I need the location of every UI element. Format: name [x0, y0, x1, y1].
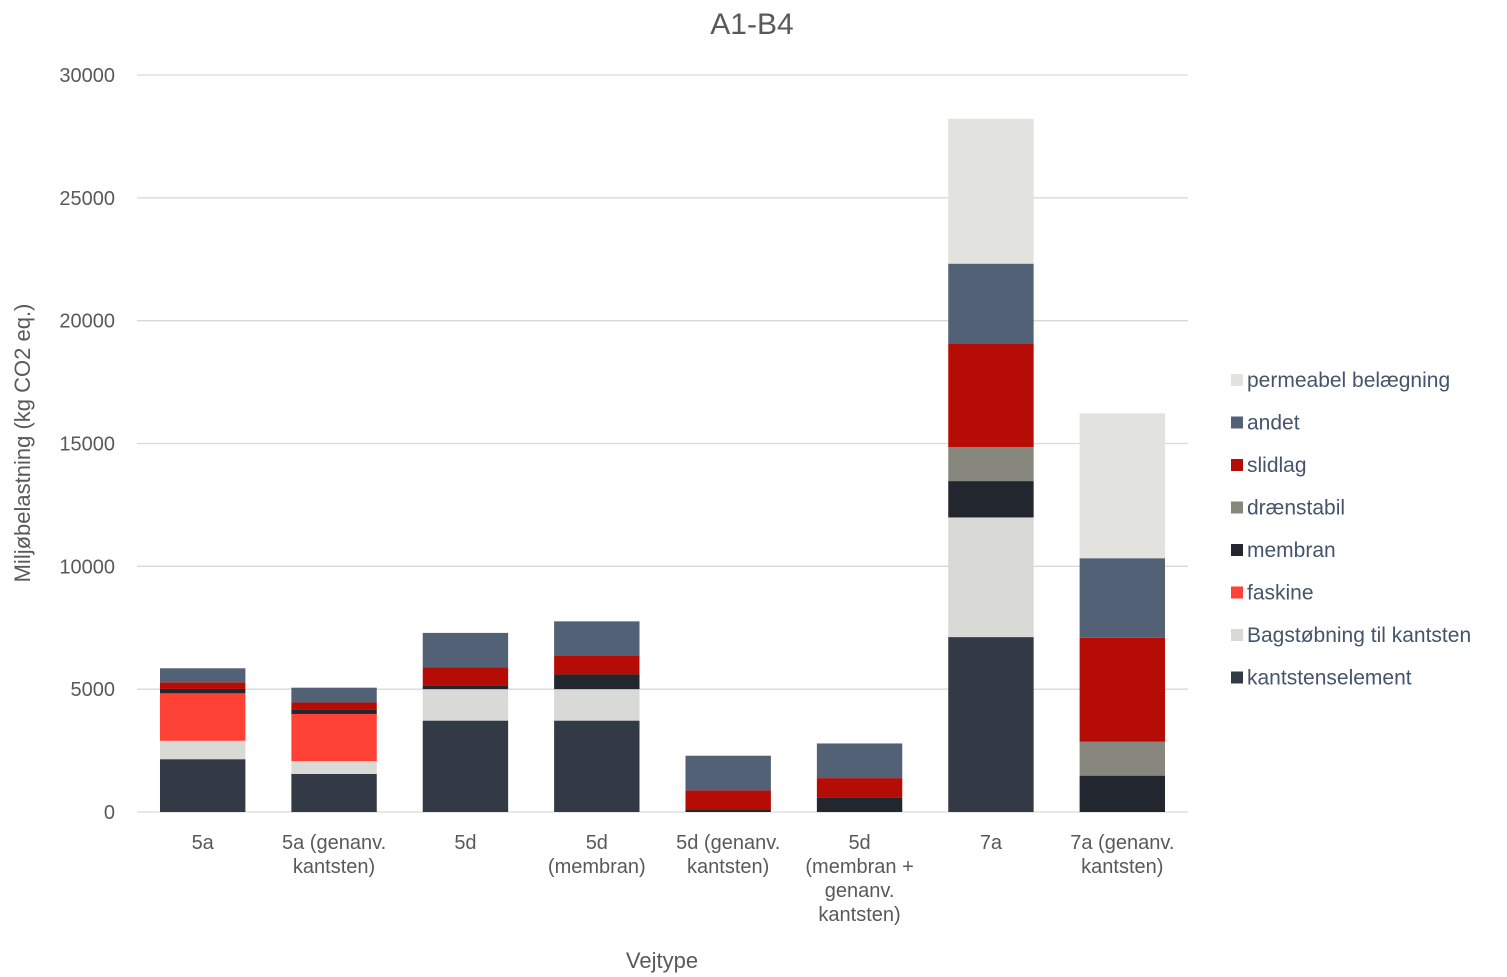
- bar-segment: [159, 668, 246, 683]
- bar-segment: [159, 740, 246, 760]
- legend-item: kantstenselement: [1231, 667, 1412, 690]
- bar-segment: [422, 685, 509, 690]
- x-category-label: 5a: [192, 832, 215, 854]
- bar-segment: [948, 343, 1034, 448]
- bar-segment: [554, 720, 640, 812]
- bar-segment: [291, 761, 377, 774]
- y-tick-label: 15000: [59, 434, 115, 456]
- bar-segment: [159, 682, 246, 689]
- bar-segment: [816, 797, 903, 812]
- bar-segment: [948, 447, 1034, 482]
- legend-swatch: [1231, 501, 1243, 514]
- legend-item: drænstabil: [1231, 497, 1345, 520]
- bar-segment: [422, 632, 509, 668]
- x-category-label: 7a: [980, 832, 1003, 854]
- legend-item: membran: [1231, 539, 1336, 562]
- bar-segment: [159, 693, 246, 741]
- legend-swatch: [1231, 416, 1243, 429]
- bar-segment: [816, 778, 903, 798]
- legend-item: faskine: [1231, 582, 1314, 605]
- x-category-label: 5d (genanv. kantsten): [676, 832, 780, 878]
- bar-segment: [422, 720, 509, 812]
- legend-swatch: [1231, 374, 1243, 386]
- bar-segment: [1079, 775, 1166, 812]
- legend-label: kantstenselement: [1247, 667, 1412, 690]
- legend-item: slidlag: [1231, 454, 1307, 477]
- legend: permeabel belægning andet slidlag drænstabi…: [1231, 369, 1471, 690]
- y-tick-label: 5000: [71, 679, 116, 701]
- bar-segment: [554, 621, 640, 657]
- legend-swatch: [1231, 544, 1243, 556]
- bar-segment: [948, 481, 1034, 518]
- legend-label: slidlag: [1247, 454, 1307, 477]
- bar-segment: [422, 667, 509, 686]
- bar-segment: [685, 755, 771, 791]
- bar-segment: [816, 743, 903, 779]
- legend-swatch: [1231, 459, 1243, 471]
- chart-title: A1-B4: [710, 8, 793, 41]
- bar-segment: [1079, 413, 1166, 559]
- bar-segment: [422, 689, 509, 721]
- legend-label: andet: [1247, 412, 1300, 435]
- bar-segment: [948, 517, 1034, 638]
- x-category-label: 5d (membran + genanv. kantsten): [805, 832, 913, 926]
- y-tick-label: 25000: [59, 188, 115, 210]
- legend-label: membran: [1247, 539, 1336, 562]
- bar-segment: [291, 713, 377, 762]
- legend-item: Bagstøbning til kantsten: [1231, 624, 1471, 647]
- bar-segment: [291, 709, 377, 714]
- legend-swatch: [1231, 586, 1243, 599]
- bar-segment: [685, 809, 771, 812]
- x-category-label: 5a (genanv. kantsten): [282, 832, 386, 878]
- legend-label: faskine: [1247, 582, 1314, 605]
- bar-segment: [159, 759, 246, 812]
- x-category-label: 7a (genanv. kantsten): [1070, 832, 1174, 878]
- bar-segment: [948, 118, 1034, 264]
- legend-swatch: [1231, 629, 1243, 641]
- bar-segment: [1079, 637, 1166, 742]
- bar-segment: [1079, 741, 1166, 776]
- y-axis-ticks: 0 5000 10000 15000 20000 25000 30000: [59, 65, 115, 824]
- bar-segment: [685, 790, 771, 810]
- bar-segment: [291, 773, 377, 812]
- bars: [159, 118, 1166, 812]
- x-category-label: 5d (membran): [548, 832, 646, 878]
- bar-segment: [554, 674, 640, 690]
- x-axis-title: Vejtype: [626, 948, 698, 973]
- y-tick-label: 20000: [59, 311, 115, 333]
- bar-segment: [291, 687, 377, 703]
- y-axis-title: Miljøbelastning (kg CO2 eq.): [10, 304, 35, 583]
- legend-swatch: [1231, 671, 1243, 684]
- y-tick-label: 0: [104, 802, 115, 824]
- bar-segment: [554, 656, 640, 675]
- x-category-label: 5d: [454, 832, 476, 854]
- legend-item: permeabel belægning: [1231, 369, 1450, 392]
- legend-item: andet: [1231, 412, 1300, 435]
- x-axis-categories: 5a 5a (genanv. kantsten) 5d 5d (membran) 5d (g…: [192, 832, 1175, 926]
- legend-label: Bagstøbning til kantsten: [1247, 624, 1471, 647]
- bar-segment: [1079, 558, 1166, 638]
- legend-label: permeabel belægning: [1247, 369, 1450, 392]
- bar-segment: [159, 688, 246, 694]
- y-tick-label: 30000: [59, 65, 115, 87]
- y-tick-label: 10000: [59, 556, 115, 578]
- legend-label: drænstabil: [1247, 497, 1345, 520]
- bar-segment: [291, 702, 377, 710]
- bar-segment: [554, 689, 640, 721]
- bar-segment: [948, 637, 1034, 812]
- bar-segment: [948, 263, 1034, 344]
